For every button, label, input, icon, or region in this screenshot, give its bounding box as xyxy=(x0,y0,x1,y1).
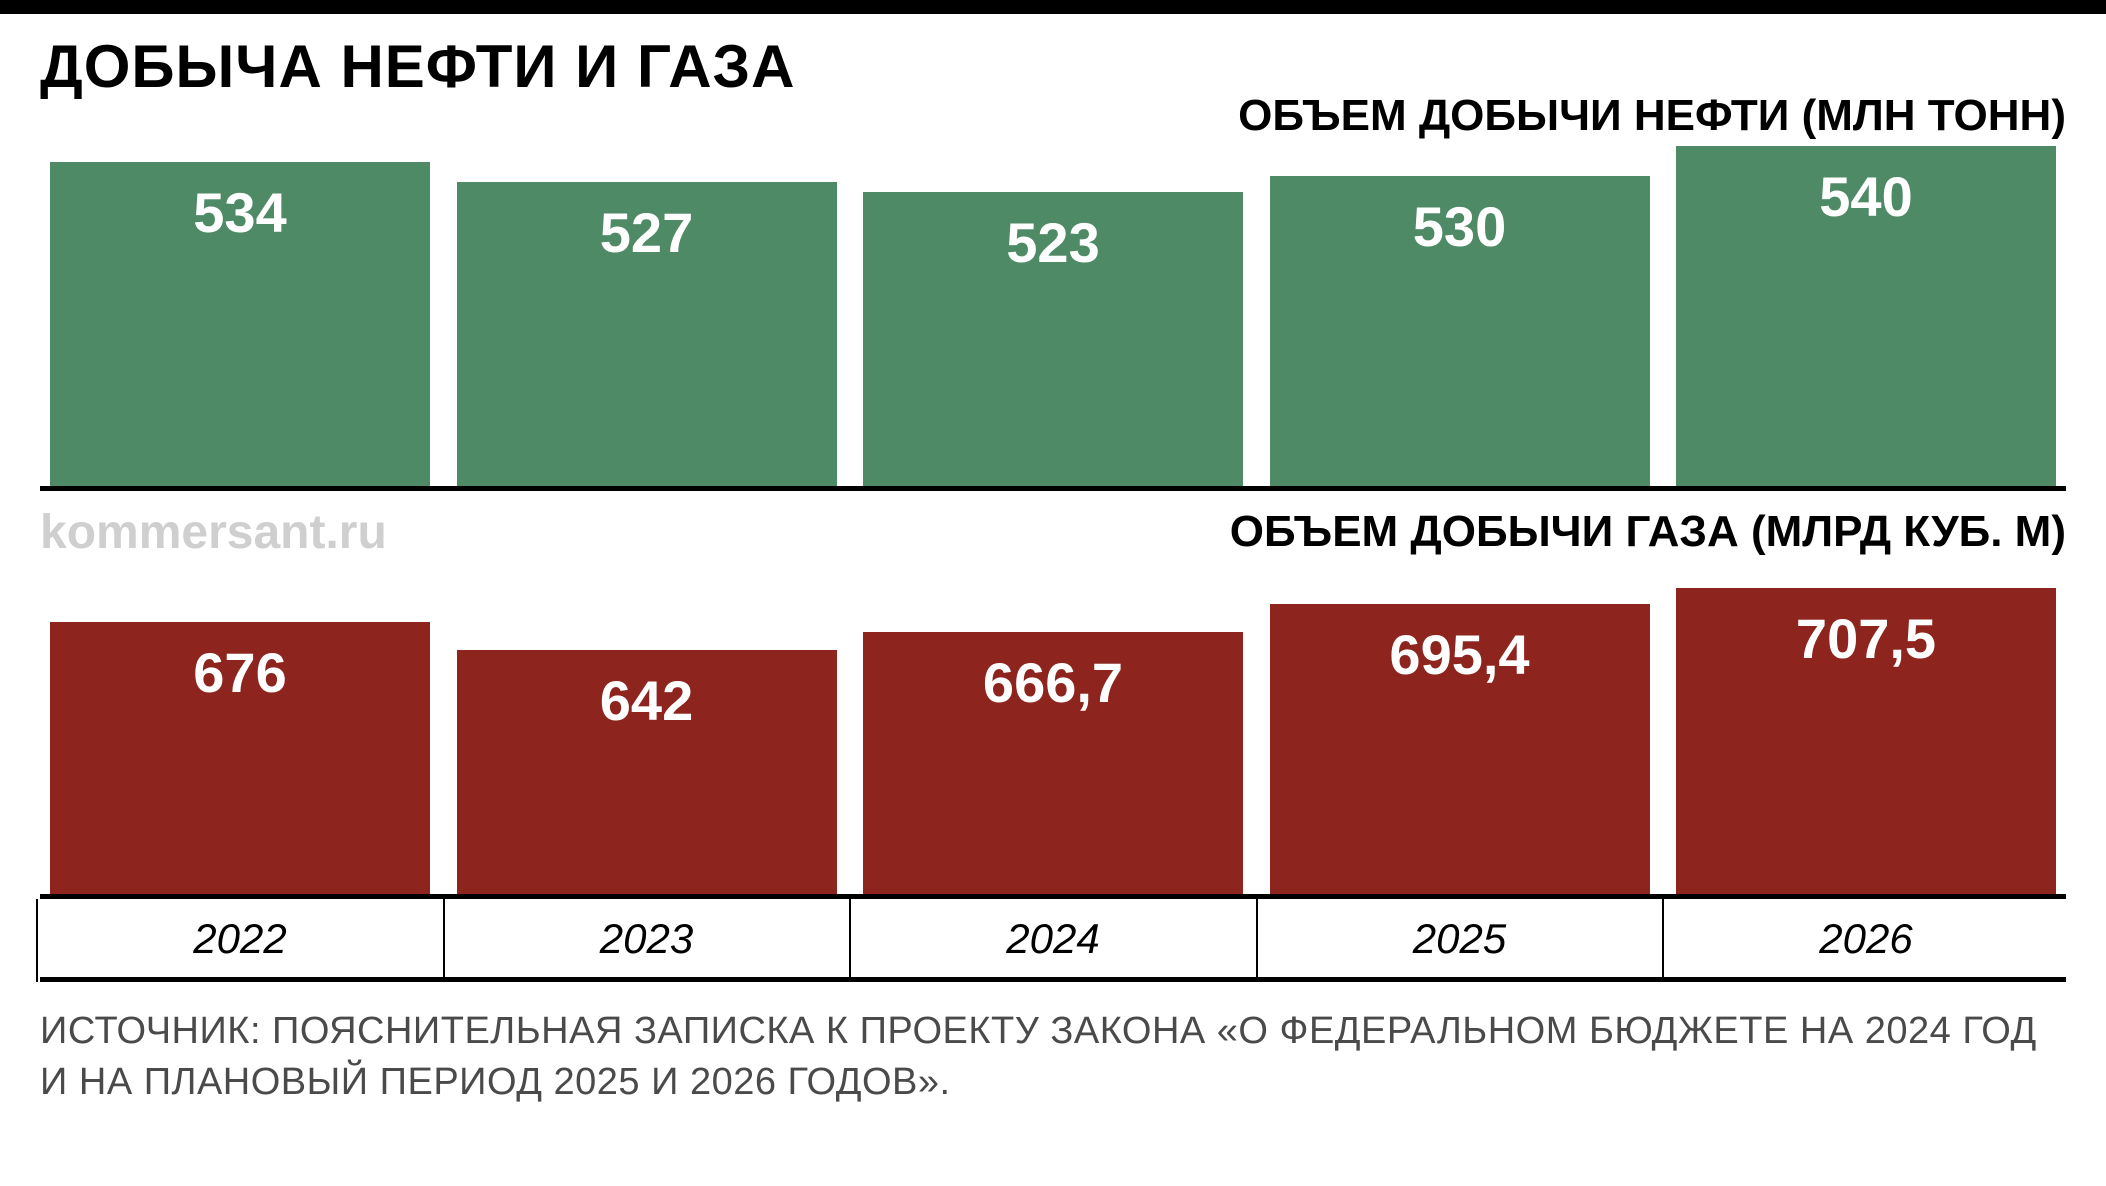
gas-bar-row: 676 642 666,7 695,4 707,5 xyxy=(40,579,2066,899)
oil-bar: 523 xyxy=(863,192,1243,486)
gas-bar: 695,4 xyxy=(1270,604,1650,894)
gas-bar: 676 xyxy=(50,622,430,894)
gas-subtitle: ОБЪЕМ ДОБЫЧИ ГАЗА (МЛРД КУБ. М) xyxy=(1230,507,2066,557)
top-rule xyxy=(0,0,2106,14)
source-text: ИСТОЧНИК: ПОЯСНИТЕЛЬНАЯ ЗАПИСКА К ПРОЕКТ… xyxy=(40,1006,2066,1109)
oil-chart: 534 527 523 530 540 xyxy=(40,151,2066,491)
oil-bar: 540 xyxy=(1676,146,2056,486)
oil-bar: 530 xyxy=(1270,176,1650,486)
mid-row: kommersant.ru ОБЪЕМ ДОБЫЧИ ГАЗА (МЛРД КУ… xyxy=(40,495,2066,569)
x-axis-tick: 2024 xyxy=(863,899,1243,977)
gas-bar: 707,5 xyxy=(1676,588,2056,894)
chart-container: ДОБЫЧА НЕФТИ И ГАЗА ОБЪЕМ ДОБЫЧИ НЕФТИ (… xyxy=(0,32,2106,1139)
x-axis-tick: 2026 xyxy=(1676,899,2056,977)
gas-bar: 642 xyxy=(457,650,837,894)
oil-bar-row: 534 527 523 530 540 xyxy=(40,151,2066,491)
watermark: kommersant.ru xyxy=(40,505,387,560)
oil-bar: 527 xyxy=(457,182,837,486)
oil-bar: 534 xyxy=(50,162,430,486)
gas-bar: 666,7 xyxy=(863,632,1243,894)
x-axis-tick: 2023 xyxy=(457,899,837,977)
x-axis-tick: 2025 xyxy=(1270,899,1650,977)
x-axis: 2022 2023 2024 2025 2026 xyxy=(40,899,2066,982)
x-axis-tick: 2022 xyxy=(50,899,430,977)
gas-chart: 676 642 666,7 695,4 707,5 xyxy=(40,579,2066,899)
